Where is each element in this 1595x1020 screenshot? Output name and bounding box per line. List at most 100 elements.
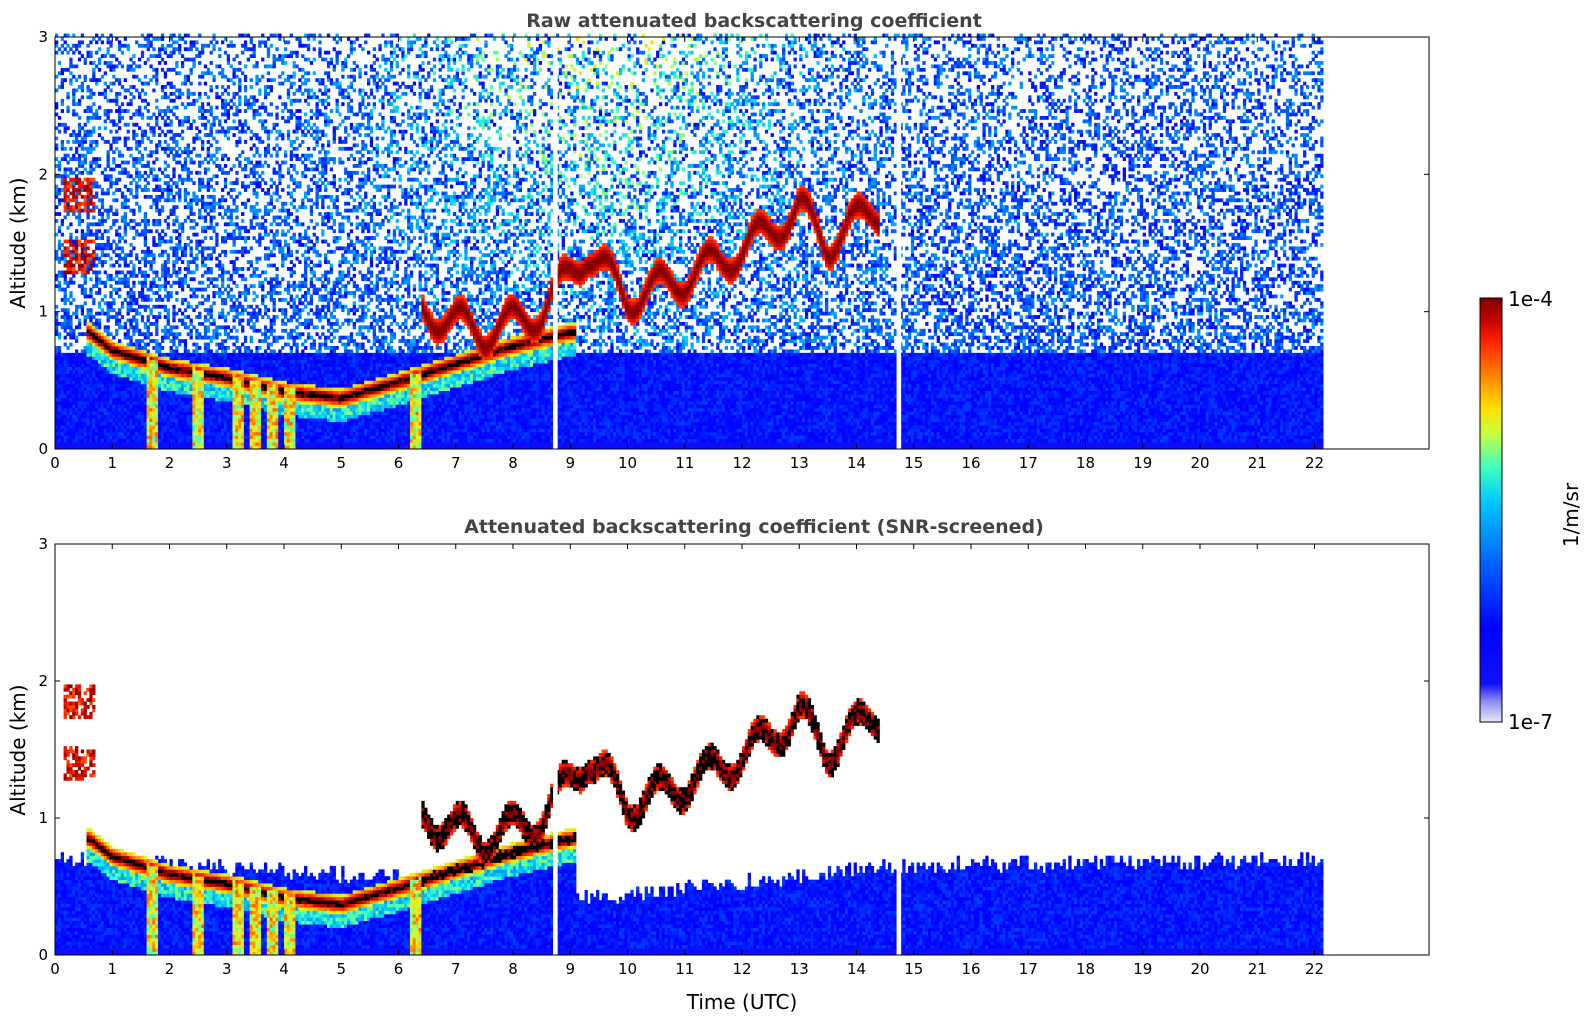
heatmap-cell <box>132 209 135 213</box>
heatmap-cell <box>149 380 152 384</box>
heatmap-cell <box>72 356 75 360</box>
heatmap-cell <box>81 164 84 168</box>
heatmap-cell <box>175 384 178 388</box>
heatmap-cell <box>175 401 178 405</box>
heatmap-cell <box>170 99 173 103</box>
heatmap-cell <box>170 353 173 357</box>
heatmap-cell <box>181 373 184 377</box>
heatmap-cell <box>127 418 130 422</box>
heatmap-cell <box>155 71 158 75</box>
heatmap-cell <box>72 329 75 333</box>
heatmap-cell <box>198 178 201 182</box>
heatmap-cell <box>104 260 107 264</box>
heatmap-cell <box>101 188 104 192</box>
heatmap-cell <box>187 267 190 271</box>
heatmap-cell <box>78 360 81 364</box>
heatmap-cell <box>175 257 178 261</box>
heatmap-cell <box>86 44 89 48</box>
heatmap-cell <box>170 130 173 134</box>
heatmap-cell <box>164 240 167 244</box>
heatmap-cell <box>138 435 141 439</box>
heatmap-cell <box>109 174 112 178</box>
heatmap-cell <box>64 68 67 72</box>
heatmap-cell <box>124 277 127 281</box>
heatmap-cell <box>175 274 178 278</box>
heatmap-cell <box>152 150 155 154</box>
heatmap-cell <box>141 428 144 432</box>
heatmap-cell <box>152 322 155 326</box>
heatmap-cell <box>201 384 204 388</box>
heatmap-cell <box>135 325 138 329</box>
heatmap-cell <box>175 422 178 426</box>
heatmap-cell <box>66 298 69 302</box>
heatmap-cell <box>172 373 175 377</box>
heatmap-cell <box>58 288 61 292</box>
heatmap-cell <box>195 356 198 360</box>
heatmap-cell <box>147 425 150 429</box>
heatmap-cell <box>58 391 61 395</box>
heatmap-cell <box>172 408 175 412</box>
heatmap-cell <box>107 47 110 51</box>
heatmap-cell <box>172 40 175 44</box>
heatmap-cell <box>78 432 81 436</box>
heatmap-cell <box>164 233 167 237</box>
heatmap-cell <box>115 408 118 412</box>
heatmap-cell <box>101 233 104 237</box>
heatmap-cell <box>141 442 144 446</box>
heatmap-cell <box>98 212 101 216</box>
heatmap-cell <box>167 82 170 86</box>
heatmap-cell <box>155 222 158 226</box>
heatmap-cell <box>164 353 167 357</box>
heatmap-cell <box>84 140 87 144</box>
heatmap-cell <box>98 301 101 305</box>
heatmap-cell <box>178 89 181 93</box>
heatmap-cell <box>152 428 155 432</box>
heatmap-cell <box>115 442 118 446</box>
heatmap-cell <box>175 106 178 110</box>
heatmap-cell <box>129 64 132 68</box>
heatmap-cell <box>184 343 187 347</box>
heatmap-cell <box>132 61 135 65</box>
heatmap-cell <box>104 109 107 113</box>
heatmap-cell <box>81 202 84 206</box>
heatmap-cell <box>152 240 155 244</box>
heatmap-cell <box>129 291 132 295</box>
heatmap-cell <box>161 439 164 443</box>
heatmap-cell <box>75 312 78 316</box>
heatmap-cell <box>75 250 78 254</box>
heatmap-cell <box>95 319 98 323</box>
heatmap-cell <box>129 174 132 178</box>
heatmap-cell <box>138 363 141 367</box>
heatmap-cell <box>170 346 173 350</box>
heatmap-cell <box>192 308 195 312</box>
heatmap-cell <box>164 119 167 123</box>
heatmap-cell <box>204 422 207 426</box>
heatmap-cell <box>161 336 164 340</box>
heatmap-cell <box>98 391 101 395</box>
heatmap-cell <box>104 174 107 178</box>
heatmap-cell <box>164 267 167 271</box>
heatmap-cell <box>198 384 201 388</box>
heatmap-cell <box>192 92 195 96</box>
heatmap-cell <box>181 360 184 364</box>
heatmap-cell <box>195 370 198 374</box>
heatmap-cell <box>66 181 69 185</box>
heatmap-cell <box>161 95 164 99</box>
heatmap-cell <box>78 123 81 127</box>
heatmap-cell <box>86 246 89 250</box>
heatmap-cell <box>184 78 187 82</box>
heatmap-cell <box>178 387 181 391</box>
heatmap-cell <box>75 188 78 192</box>
heatmap-cell <box>69 363 72 367</box>
heatmap-cell <box>152 394 155 398</box>
heatmap-cell <box>192 411 195 415</box>
heatmap-cell <box>58 380 61 384</box>
heatmap-cell <box>98 78 101 82</box>
heatmap-cell <box>121 270 124 274</box>
heatmap-cell <box>89 425 92 429</box>
heatmap-cell <box>78 353 81 357</box>
heatmap-cell <box>78 116 81 120</box>
heatmap-cell <box>158 54 161 58</box>
heatmap-cell <box>167 319 170 323</box>
heatmap-cell <box>178 398 181 402</box>
